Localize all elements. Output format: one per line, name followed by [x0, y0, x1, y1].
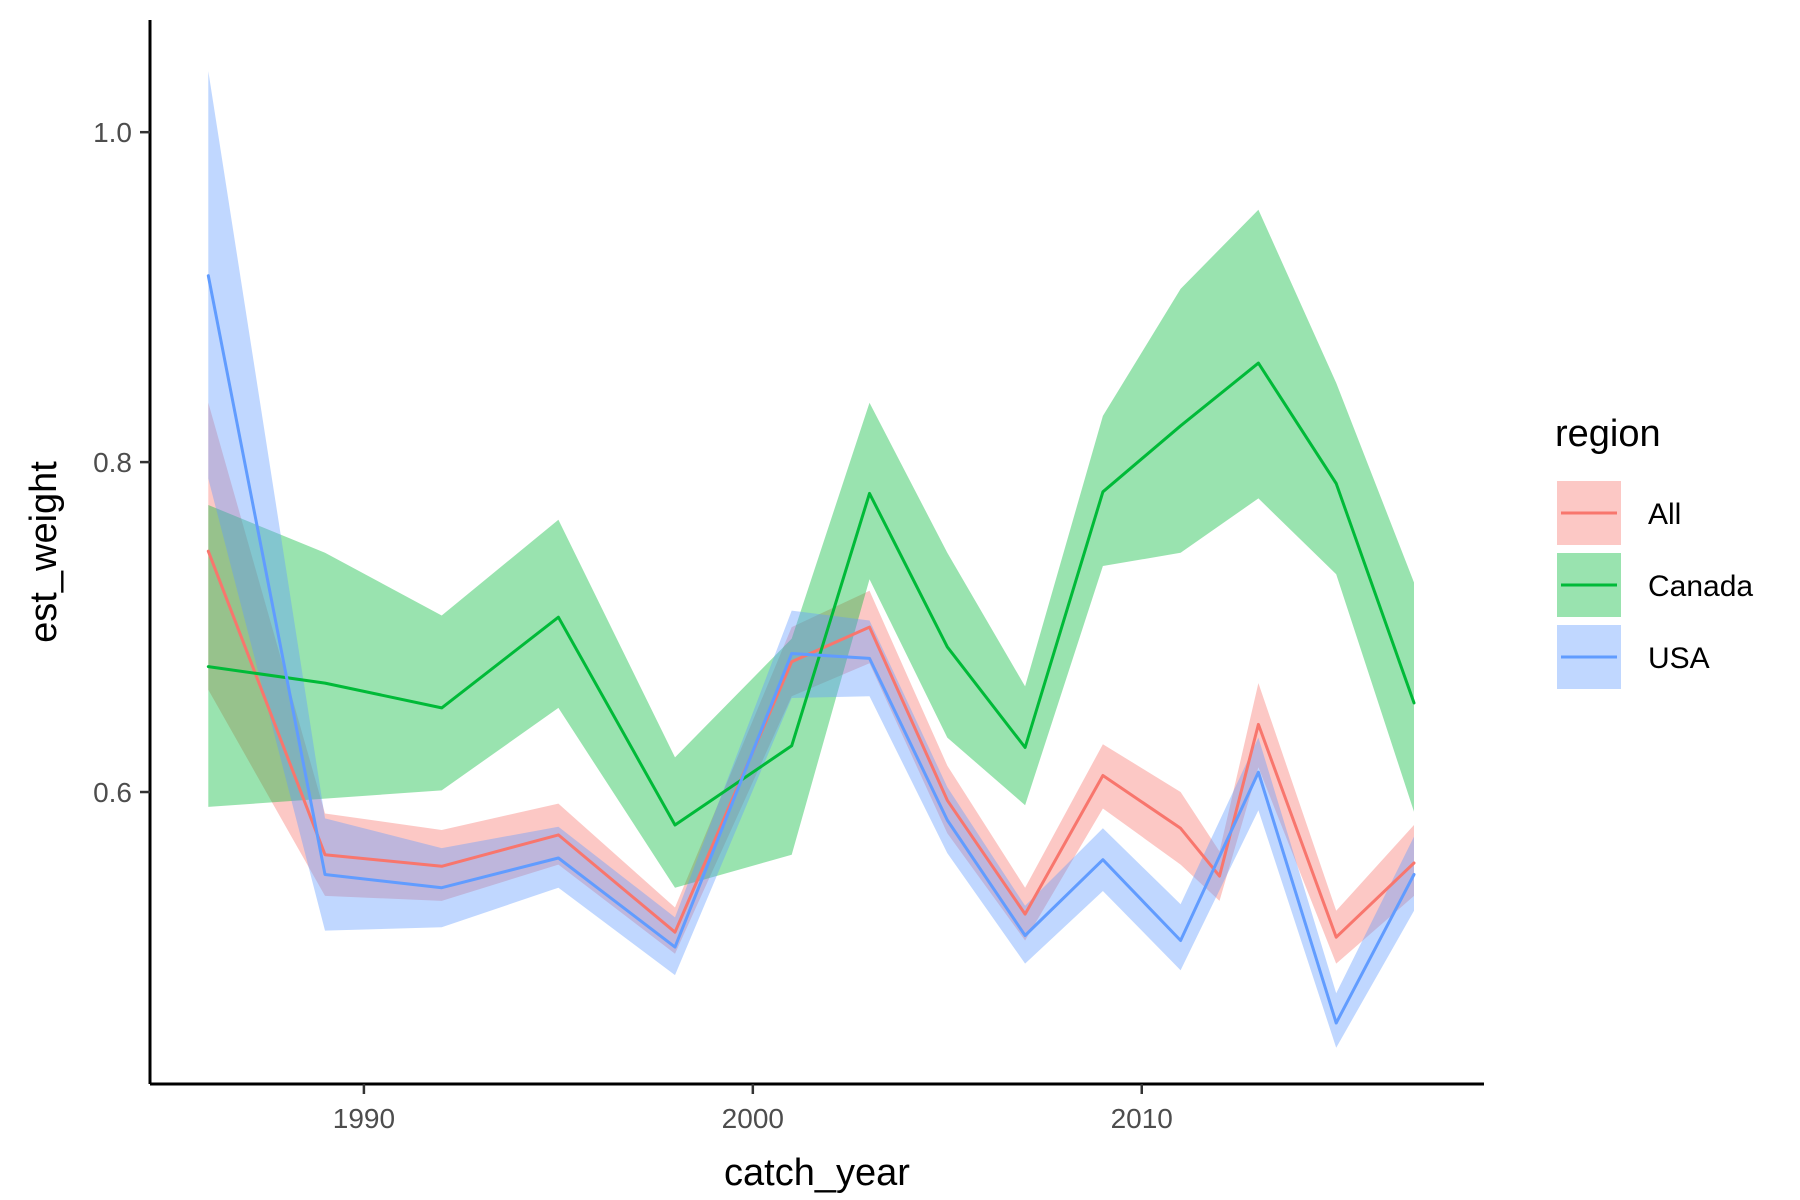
x-tick-label: 2000 [722, 1103, 784, 1134]
legend: region All Canada USA [1555, 413, 1753, 689]
legend-item-usa: USA [1557, 625, 1710, 689]
legend-item-all: All [1557, 481, 1681, 545]
band-usa [208, 71, 1414, 1048]
legend-items: All Canada USA [1557, 481, 1753, 689]
confidence-bands [208, 71, 1414, 1048]
legend-title: region [1555, 413, 1661, 455]
line-usa [206, 274, 1416, 1025]
y-tick-label: 0.6 [93, 777, 132, 808]
line-all [206, 549, 1416, 939]
band-canada [208, 209, 1414, 888]
x-tick-label: 2010 [1111, 1103, 1173, 1134]
legend-label: USA [1648, 642, 1710, 675]
y-axis-title: est_weight [23, 461, 65, 643]
legend-label: All [1648, 498, 1681, 531]
series-lines [206, 274, 1416, 1025]
x-axis-ticks: 1990 2000 2010 [333, 1084, 1173, 1134]
axes: 1990 2000 2010 0.6 0.8 1.0 [93, 20, 1484, 1134]
legend-item-canada: Canada [1557, 553, 1753, 617]
y-tick-label: 0.8 [93, 447, 132, 478]
line-canada [206, 361, 1416, 827]
y-tick-label: 1.0 [93, 117, 132, 148]
legend-label: Canada [1648, 570, 1753, 603]
x-axis-title: catch_year [724, 1152, 910, 1194]
y-axis-ticks: 0.6 0.8 1.0 [93, 117, 150, 808]
x-tick-label: 1990 [333, 1103, 395, 1134]
